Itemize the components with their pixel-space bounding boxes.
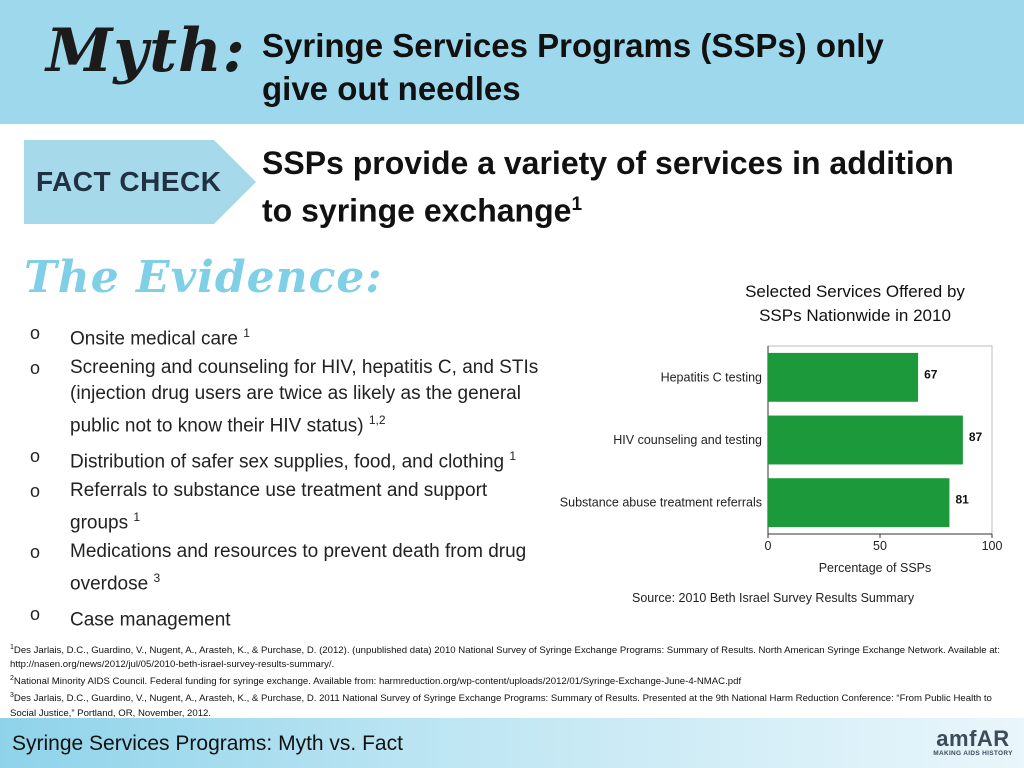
reference-text: Des Jarlais, D.C., Guardino, V., Nugent,…: [10, 693, 992, 719]
reference-sup: 1: [10, 644, 14, 651]
references: 1Des Jarlais, D.C., Guardino, V., Nugent…: [10, 641, 1014, 721]
fact-title-line1: SSPs provide a variety of services in ad…: [262, 145, 954, 181]
reference-sup: 2: [10, 675, 14, 683]
myth-header: Myth: Syringe Services Programs (SSPs) o…: [0, 0, 1024, 124]
list-item-sup: 1,2: [368, 413, 386, 428]
arrow-shape-icon: [24, 140, 256, 224]
list-item-text: Referrals to substance use treatment and…: [70, 479, 488, 534]
bullet-marker: o: [30, 358, 41, 379]
list-item: o Screening and counseling for HIV, hepat…: [30, 355, 540, 439]
footer-title: Syringe Services Programs: Myth vs. Fact: [12, 732, 403, 755]
list-item: o Distribution of safer sex supplies, foo…: [30, 443, 540, 475]
myth-title: Syringe Services Programs (SSPs) only gi…: [262, 24, 962, 110]
myth-title-line1: Syringe Services Programs (SSPs) only: [262, 27, 884, 64]
list-item: o Case management: [30, 601, 540, 633]
reference-text: National Minority AIDS Council. Federal …: [13, 676, 742, 688]
chart-title-line1: Selected Services Offered by: [745, 282, 965, 301]
category-label: HIV counseling and testing: [613, 433, 762, 447]
bullet-marker: o: [30, 603, 41, 624]
fact-title-line2: to syringe exchange1: [262, 184, 1002, 232]
evidence-heading: The Evidence:: [24, 252, 383, 303]
list-item: o Medications and resources to prevent de…: [30, 539, 540, 597]
logo-wordmark: amfAR: [936, 726, 1010, 751]
category-label: Substance abuse treatment referrals: [560, 496, 762, 510]
footer: Syringe Services Programs: Myth vs. Fact…: [0, 718, 1024, 768]
list-item-text: Onsite medical care: [70, 328, 238, 350]
fact-title: SSPs provide a variety of services in ad…: [262, 142, 1002, 232]
bar: [768, 478, 950, 528]
list-item-sup: 1: [243, 326, 250, 340]
bullet-marker: o: [30, 445, 41, 466]
list-item-text: Distribution of safer sex supplies, food…: [70, 450, 505, 472]
data-label: 81: [955, 493, 969, 507]
reference-text: Des Jarlais, D.C., Guardino, V., Nugent,…: [10, 645, 1000, 671]
bullet-marker: o: [30, 323, 41, 343]
services-bar-chart: Hepatitis C testing 67 HIV counseling and …: [560, 345, 1003, 605]
logo-tagline: MAKING AIDS HISTORY: [933, 750, 1013, 757]
reference-item: 1Des Jarlais, D.C., Guardino, V., Nugent…: [10, 641, 1014, 672]
list-item-sup: 1: [133, 509, 141, 524]
list-item-text: Screening and counseling for HIV, hepati…: [70, 357, 539, 437]
chart-source: Source: 2010 Beth Israel Survey Results …: [632, 591, 915, 605]
myth-label: Myth:: [46, 16, 246, 86]
bullet-marker: o: [30, 542, 41, 563]
list-item-text: Medications and resources to prevent dea…: [70, 541, 527, 595]
fact-check-label: FACT CHECK: [36, 166, 222, 197]
x-tick-label: 100: [982, 539, 1003, 553]
list-item: o Onsite medical care 1: [30, 320, 540, 352]
reference-item: 2National Minority AIDS Council. Federal…: [10, 672, 1014, 689]
chart-title-line2: SSPs Nationwide in 2010: [759, 306, 951, 325]
bullet-marker: o: [30, 480, 41, 501]
fact-title-sup: 1: [571, 194, 583, 215]
data-label: 87: [969, 430, 983, 444]
bar: [768, 352, 919, 402]
fact-title-line2-text: to syringe exchange: [262, 192, 572, 229]
list-item-sup: 1: [509, 448, 517, 463]
list-item-sup: 3: [153, 571, 161, 586]
list-item: o Referrals to substance use treatment an…: [30, 478, 540, 536]
category-label: Hepatitis C testing: [661, 370, 762, 384]
reference-sup: 3: [10, 692, 14, 700]
x-tick-label: 50: [873, 539, 887, 553]
amfar-logo: amfAR MAKING AIDS HISTORY: [928, 726, 1018, 758]
bar: [768, 415, 963, 465]
evidence-list: o Onsite medical care 1 o Screening and co…: [30, 320, 540, 636]
x-axis-title: Percentage of SSPs: [819, 561, 932, 575]
chart-title: Selected Services Offered by SSPs Nation…: [710, 280, 1000, 328]
fact-check-badge: FACT CHECK: [24, 140, 256, 224]
data-label: 67: [924, 367, 938, 381]
myth-title-line2: give out needles: [262, 70, 521, 107]
list-item-text: Case management: [70, 608, 231, 630]
x-tick-label: 0: [765, 539, 772, 553]
reference-item: 3Des Jarlais, D.C., Guardino, V., Nugent…: [10, 689, 1014, 720]
